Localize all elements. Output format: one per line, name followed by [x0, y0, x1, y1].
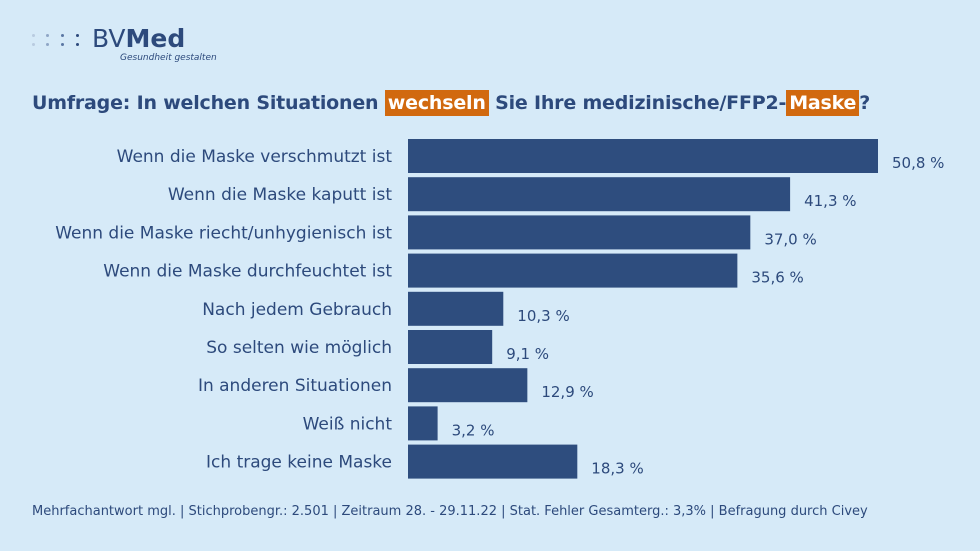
bar	[408, 139, 878, 173]
value-label: 35,6 %	[751, 269, 803, 287]
logo-brand-suffix: Med	[125, 24, 186, 53]
bar	[408, 444, 578, 479]
footnote: Mehrfachantwort mgl. | Stichprobengr.: 2…	[32, 504, 868, 519]
category-label: Weiß nicht	[303, 414, 393, 434]
bar	[408, 406, 438, 441]
bar	[408, 330, 493, 364]
title-highlight-2: Maske	[786, 90, 860, 116]
value-label: 41,3 %	[804, 192, 856, 210]
logo-brand-prefix: BV	[92, 24, 126, 53]
bar	[408, 368, 528, 403]
category-label: Wenn die Maske verschmutzt ist	[117, 147, 393, 167]
category-label: In anderen Situationen	[198, 376, 392, 396]
value-label: 10,3 %	[517, 307, 569, 325]
bar	[408, 177, 791, 212]
category-label: Ich trage keine Maske	[206, 453, 392, 473]
category-label: Nach jedem Gebrauch	[202, 300, 392, 320]
category-label: Wenn die Maske riecht/unhygienisch ist	[55, 223, 392, 243]
logo-wordmark: BVMed	[92, 24, 185, 53]
bvmed-logo: BVMed Gesundheit gestalten	[30, 24, 230, 68]
value-label: 12,9 %	[541, 383, 593, 401]
category-label: Wenn die Maske durchfeuchtet ist	[103, 262, 392, 282]
value-label: 9,1 %	[506, 345, 549, 363]
title-part-2: Sie Ihre medizinische/FFP2-	[488, 92, 787, 114]
category-label: So selten wie möglich	[206, 338, 392, 358]
value-label: 3,2 %	[452, 421, 495, 439]
bar	[408, 291, 504, 326]
value-label: 50,8 %	[892, 154, 944, 172]
category-label: Wenn die Maske kaputt ist	[168, 185, 392, 205]
value-label: 37,0 %	[764, 230, 816, 248]
bar	[408, 215, 751, 250]
logo-dots-icon	[30, 32, 90, 48]
chart-title: Umfrage: In welchen Situationen wechseln…	[32, 90, 871, 116]
title-highlight-1: wechseln	[384, 90, 489, 116]
value-label: 18,3 %	[591, 460, 643, 478]
title-part-1: Umfrage: In welchen Situationen	[32, 92, 385, 114]
title-part-3: ?	[859, 92, 871, 114]
logo-tagline: Gesundheit gestalten	[120, 53, 217, 63]
bar	[408, 253, 738, 288]
